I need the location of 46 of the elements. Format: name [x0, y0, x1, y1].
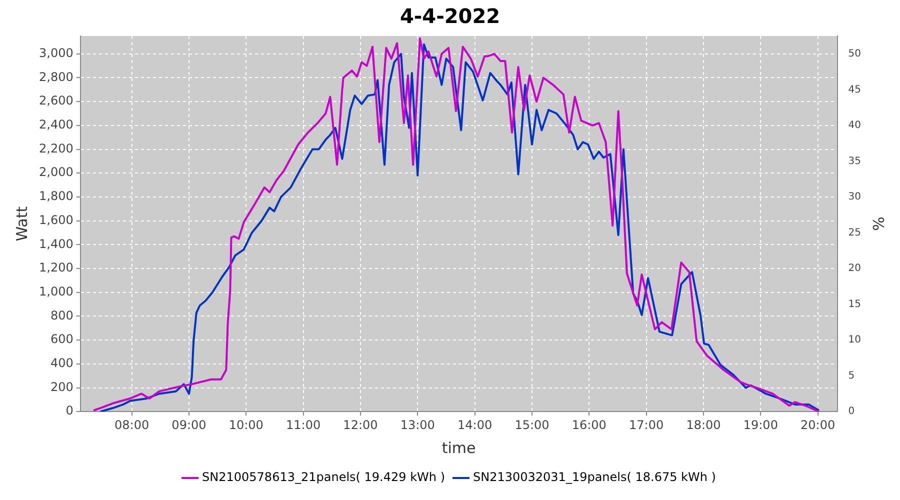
y2-tick-label: 5 [848, 370, 855, 382]
y-tick-label: 1,600 [38, 212, 74, 227]
x-tick-label: 12:00 [343, 418, 378, 432]
x-tick-label: 13:00 [400, 418, 435, 432]
y2-tick-label: 40 [848, 120, 862, 132]
y2-tick-label: 50 [848, 48, 862, 60]
y-tick-label: 1,800 [38, 189, 74, 204]
x-tick-label: 18:00 [686, 418, 721, 432]
x-axis-title: time [442, 438, 476, 457]
chart-title: 4-4-2022 [400, 4, 500, 28]
legend-label: SN2100578613_21panels( 19.429 kWh ) [202, 470, 446, 484]
y2-tick-label: 35 [848, 156, 862, 167]
y-tick-label: 600 [50, 332, 74, 346]
y-tick-label: 1,200 [38, 260, 74, 275]
x-tick-label: 10:00 [228, 418, 264, 432]
y2-tick-label: 25 [848, 227, 862, 238]
y-axis-title: Watt [12, 206, 31, 242]
x-tick-label: 16:00 [572, 418, 606, 432]
y-tick-label: 2,000 [38, 165, 74, 180]
y2-axis-title: % [869, 216, 888, 231]
y-tick-label: 2,400 [38, 118, 74, 132]
x-tick-label: 09:00 [172, 418, 206, 432]
y2-tick-label: 15 [848, 298, 862, 310]
x-tick-label: 14:00 [458, 418, 492, 432]
y-tick-label: 0 [66, 404, 74, 418]
y-tick-label: 2,800 [38, 70, 74, 84]
y2-tick-label: 10 [848, 334, 862, 346]
y-tick-label: 1,400 [38, 236, 74, 251]
legend-label: SN2130032031_19panels( 18.675 kWh ) [473, 470, 716, 484]
x-tick-label: 15:00 [514, 418, 550, 432]
y2-tick-label: 20 [848, 263, 862, 274]
y2-tick-label: 0 [848, 406, 855, 418]
y-tick-label: 1,000 [38, 284, 74, 298]
y-tick-label: 3,000 [38, 46, 74, 60]
y2-tick-label: 30 [848, 192, 862, 203]
y2-tick-label: 45 [848, 84, 862, 96]
x-tick-label: 17:00 [629, 418, 664, 432]
x-tick-label: 20:00 [800, 418, 836, 432]
y-tick-label: 400 [50, 356, 74, 370]
y-tick-label: 2,600 [38, 94, 74, 108]
y-tick-label: 2,200 [38, 141, 74, 156]
y-tick-label: 800 [50, 308, 74, 322]
x-tick-label: 11:00 [286, 418, 321, 432]
x-tick-label: 19:00 [743, 418, 778, 432]
y-tick-label: 200 [50, 380, 74, 394]
x-tick-label: 08:00 [114, 418, 150, 432]
